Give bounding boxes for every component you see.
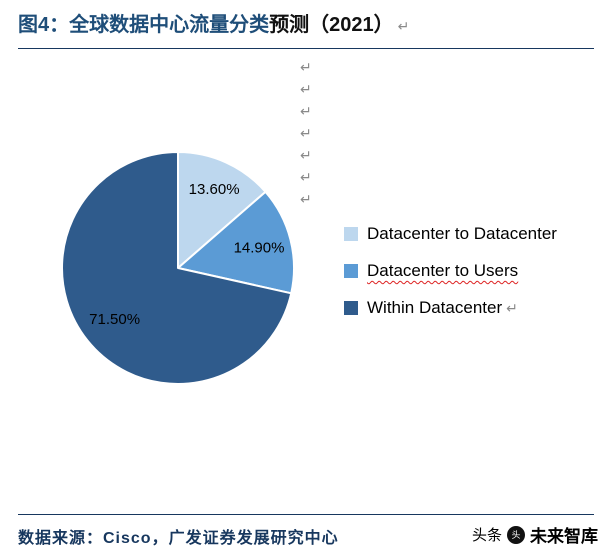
title-divider — [18, 48, 594, 49]
figure-title-main: 图4：全球数据中心流量分类 — [18, 14, 270, 36]
paragraph-marks-column: ↵ ↵ ↵ ↵ ↵ ↵ ↵ — [300, 56, 312, 210]
chart-legend: Datacenter to Datacenter Datacenter to Us… — [344, 224, 557, 335]
legend-swatch-icon — [344, 264, 358, 278]
paragraph-mark: ↵ — [300, 125, 312, 141]
pie-chart: 13.60% 14.90% 71.50% — [61, 151, 295, 385]
legend-item: Within Datacenter ↵ — [344, 298, 557, 318]
figure-title: 图4：全球数据中心流量分类预测（2021） ↵ — [18, 8, 409, 37]
legend-swatch-icon — [344, 301, 358, 315]
paragraph-mark: ↵ — [300, 81, 312, 97]
pie-slice-3 — [61, 151, 293, 385]
pie-slice-2 — [177, 190, 295, 295]
watermark-logo-icon: 头 — [507, 525, 525, 544]
legend-label: Datacenter to Users — [367, 261, 519, 280]
paragraph-mark: ↵ — [300, 59, 312, 75]
legend-item: Datacenter to Datacenter — [344, 224, 557, 244]
data-source: 数据来源：Cisco，广发证券发展研究中心 — [18, 530, 339, 547]
legend-label: Datacenter to Datacenter — [367, 224, 557, 243]
paragraph-mark: ↵ — [300, 103, 312, 119]
paragraph-mark: ↵ — [300, 169, 312, 185]
watermark: 头条 头 未来智库 — [472, 522, 598, 547]
paragraph-mark: ↵ — [506, 299, 518, 316]
paragraph-mark: ↵ — [397, 18, 410, 34]
pie-data-label: 13.60% — [189, 181, 240, 198]
watermark-name: 未来智库 — [530, 527, 598, 546]
legend-swatch-icon — [344, 227, 358, 241]
pie-slice-1 — [177, 151, 267, 269]
watermark-prefix: 头条 — [471, 527, 502, 544]
legend-item: Datacenter to Users — [344, 261, 557, 281]
paragraph-mark: ↵ — [300, 147, 312, 163]
pie-data-label: 71.50% — [89, 311, 140, 328]
figure-title-suffix: 预测（2021） — [269, 14, 394, 36]
legend-label: Within Datacenter — [367, 298, 503, 317]
source-divider — [18, 514, 594, 515]
pie-data-label: 14.90% — [234, 240, 285, 257]
paragraph-mark: ↵ — [300, 191, 312, 207]
